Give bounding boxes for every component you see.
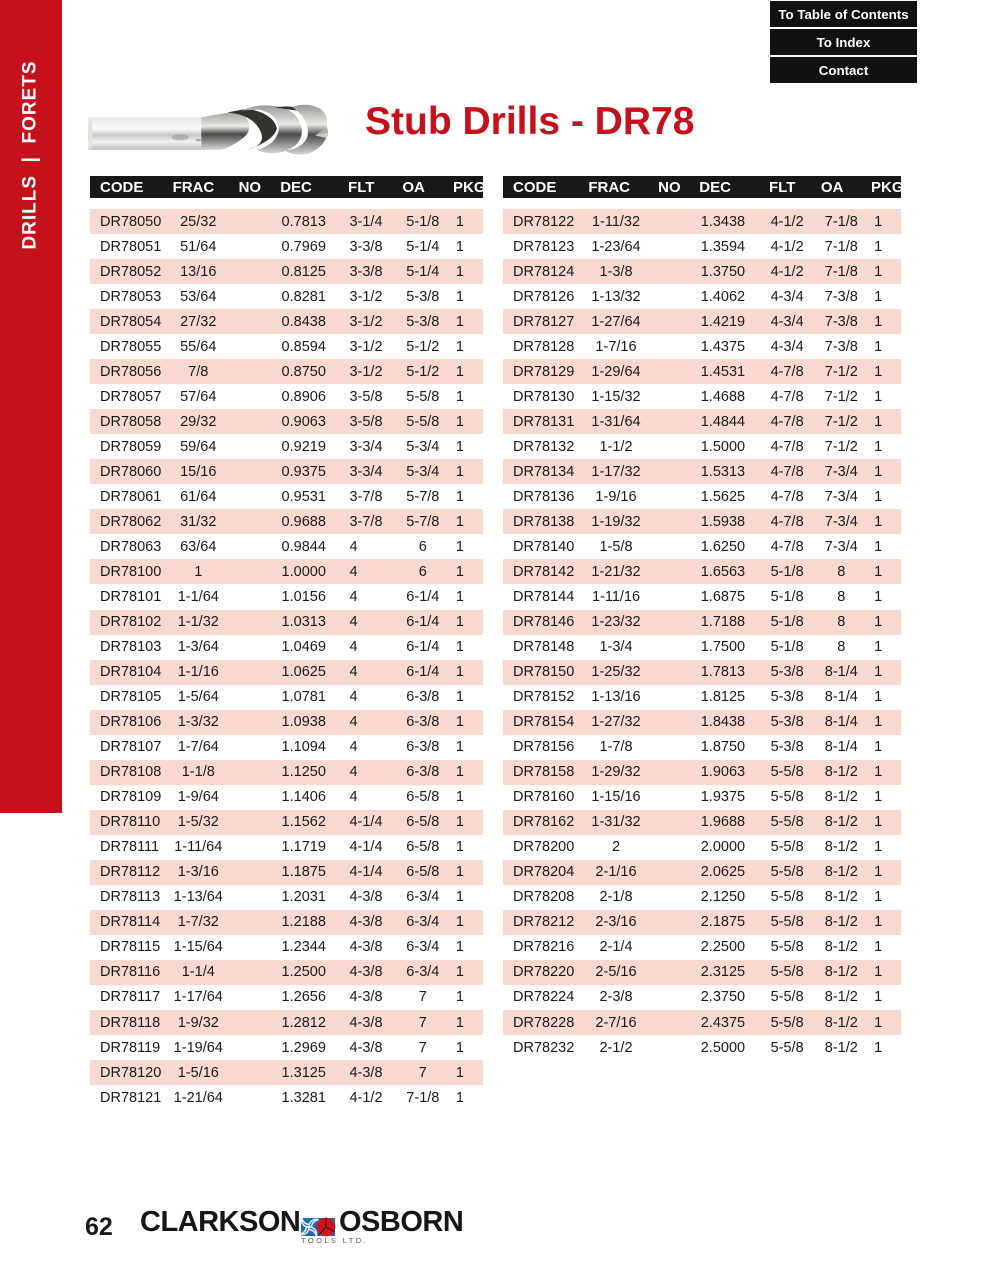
svg-text:TOOLS LTD.: TOOLS LTD. xyxy=(301,1236,368,1245)
svg-text:CLARKSON: CLARKSON xyxy=(140,1206,300,1238)
svg-text:OSBORN: OSBORN xyxy=(339,1206,463,1238)
